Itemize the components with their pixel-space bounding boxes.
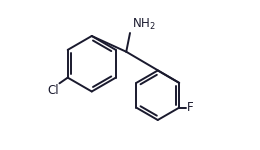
- Text: NH$_2$: NH$_2$: [132, 17, 155, 32]
- Text: F: F: [187, 101, 193, 114]
- Text: Cl: Cl: [47, 84, 59, 97]
